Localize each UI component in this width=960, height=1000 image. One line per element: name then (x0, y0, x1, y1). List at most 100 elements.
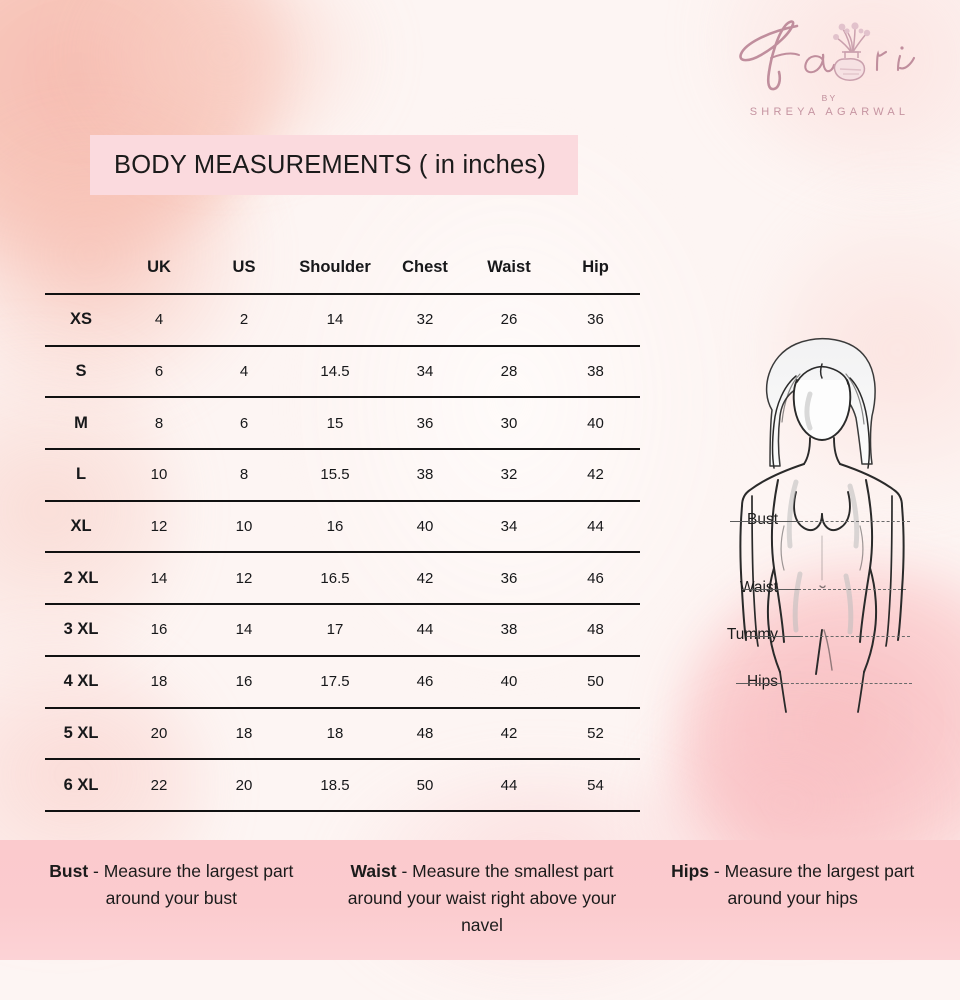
cell-hip: 40 (551, 396, 640, 450)
cell-size: M (45, 396, 117, 450)
cell-shoulder: 16.5 (287, 551, 383, 605)
cell-chest: 40 (383, 499, 467, 553)
cell-shoulder: 15 (287, 396, 383, 450)
leader-line-tummy (746, 636, 802, 637)
cell-waist: 44 (467, 758, 551, 812)
cell-size: L (45, 448, 117, 501)
cell-waist: 30 (467, 396, 551, 450)
cell-hip: 54 (551, 758, 640, 812)
table-header: UK US Shoulder Chest Waist Hip (45, 258, 640, 294)
table-body: XS 4 2 14 32 26 36 S 6 4 14.5 34 28 38 M… (45, 293, 640, 812)
cell-shoulder: 17.5 (287, 654, 383, 708)
table-row: S 6 4 14.5 34 28 38 (45, 344, 640, 398)
cell-hip: 52 (551, 706, 640, 760)
cell-us: 8 (201, 448, 287, 501)
instruction-desc-bust: - Measure the largest part around your b… (88, 861, 294, 909)
cell-shoulder: 18 (287, 706, 383, 760)
cell-uk: 8 (117, 396, 201, 450)
cell-us: 20 (201, 758, 287, 812)
cell-chest: 34 (383, 344, 467, 398)
cell-us: 12 (201, 551, 287, 605)
kaori-script-logo-icon (739, 20, 916, 91)
cell-waist: 28 (467, 344, 551, 398)
page-title-banner: BODY MEASUREMENTS ( in inches) (90, 135, 578, 195)
cell-us: 2 (201, 293, 287, 346)
cell-uk: 22 (117, 758, 201, 812)
cell-shoulder: 16 (287, 499, 383, 553)
column-header-size (45, 258, 117, 294)
logo-designer-name: SHREYA AGARWAL (749, 106, 910, 118)
cell-waist: 40 (467, 654, 551, 708)
column-header-us: US (232, 258, 256, 276)
cell-shoulder: 18.5 (287, 758, 383, 812)
measurement-label-tummy: Tummy (726, 626, 778, 643)
cell-chest: 44 (383, 603, 467, 656)
cell-uk: 6 (117, 344, 201, 398)
cell-us: 6 (201, 396, 287, 450)
cell-shoulder: 14 (287, 293, 383, 346)
leader-line-waist (742, 589, 800, 590)
cell-hip: 44 (551, 499, 640, 553)
instruction-desc-hips: - Measure the largest part around your h… (709, 861, 915, 909)
size-chart-table-container: UK US Shoulder Chest Waist Hip XS 4 2 14… (45, 258, 640, 812)
cell-hip: 50 (551, 654, 640, 708)
cell-waist: 26 (467, 293, 551, 346)
cell-uk: 12 (117, 499, 201, 553)
cell-waist: 36 (467, 551, 551, 605)
measurement-label-hips: Hips (746, 673, 778, 690)
measurement-label-waist: Waist (739, 579, 778, 596)
logo-by-label: BY (821, 93, 838, 103)
cell-size: 4 XL (45, 654, 117, 708)
instruction-term-hips: Hips (671, 861, 710, 881)
cell-shoulder: 15.5 (287, 448, 383, 501)
table-row: 2 XL 14 12 16.5 42 36 46 (45, 551, 640, 605)
cell-shoulder: 17 (287, 603, 383, 656)
flower-vase-icon (833, 22, 871, 81)
cell-uk: 20 (117, 706, 201, 760)
cell-size: 6 XL (45, 758, 117, 812)
cell-chest: 48 (383, 706, 467, 760)
column-header-shoulder: Shoulder (299, 258, 371, 276)
dashed-measure-line-waist (798, 589, 906, 590)
cell-waist: 42 (467, 706, 551, 760)
dashed-measure-line-tummy (800, 636, 910, 637)
table-row: M 8 6 15 36 30 40 (45, 396, 640, 450)
cell-uk: 16 (117, 603, 201, 656)
cell-hip: 42 (551, 448, 640, 501)
cell-waist: 32 (467, 448, 551, 501)
cell-uk: 14 (117, 551, 201, 605)
table-row: 6 XL 22 20 18.5 50 44 54 (45, 758, 640, 812)
cell-size: 2 XL (45, 551, 117, 605)
cell-size: XS (45, 293, 117, 346)
cell-uk: 18 (117, 654, 201, 708)
cell-waist: 38 (467, 603, 551, 656)
body-outline-icon (739, 338, 905, 713)
measurement-instructions-footer: Bust - Measure the largest part around y… (0, 840, 960, 960)
column-header-chest: Chest (402, 258, 448, 276)
cell-size: XL (45, 499, 117, 553)
cell-us: 14 (201, 603, 287, 656)
cell-size: 5 XL (45, 706, 117, 760)
dashed-measure-line-hips (786, 683, 912, 684)
cell-chest: 50 (383, 758, 467, 812)
column-header-waist: Waist (487, 258, 531, 276)
female-body-figure-illustration (700, 330, 945, 740)
instruction-term-waist: Waist (350, 861, 397, 881)
column-header-hip: Hip (582, 258, 609, 276)
cell-hip: 48 (551, 603, 640, 656)
table-row: 3 XL 16 14 17 44 38 48 (45, 603, 640, 656)
dashed-measure-line-bust (800, 521, 910, 522)
table-row: 5 XL 20 18 18 48 42 52 (45, 706, 640, 760)
cell-chest: 42 (383, 551, 467, 605)
cell-waist: 34 (467, 499, 551, 553)
leader-line-bust (730, 521, 800, 522)
instruction-term-bust: Bust (49, 861, 89, 881)
cell-us: 10 (201, 499, 287, 553)
table-header-row: UK US Shoulder Chest Waist Hip (45, 258, 640, 294)
cell-us: 16 (201, 654, 287, 708)
measurement-label-bust: Bust (746, 511, 778, 528)
table-row: XS 4 2 14 32 26 36 (45, 293, 640, 346)
cell-hip: 36 (551, 293, 640, 346)
cell-us: 4 (201, 344, 287, 398)
table-row: 4 XL 18 16 17.5 46 40 50 (45, 654, 640, 708)
